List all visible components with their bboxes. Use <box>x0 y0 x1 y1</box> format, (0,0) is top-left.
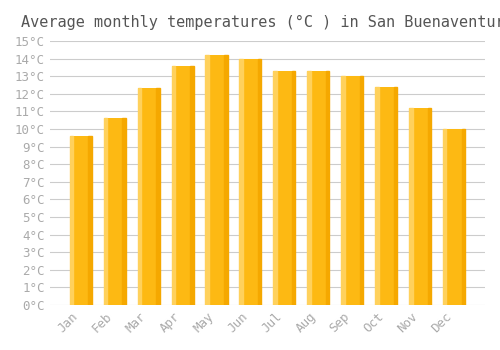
Bar <box>122 118 126 305</box>
Bar <box>342 76 344 305</box>
Bar <box>104 118 107 305</box>
Bar <box>443 129 465 305</box>
Bar <box>274 71 295 305</box>
Bar <box>138 89 160 305</box>
Bar <box>138 89 141 305</box>
Bar <box>224 55 228 305</box>
Bar <box>375 87 378 305</box>
Bar <box>190 65 194 305</box>
Bar <box>156 89 160 305</box>
Bar <box>409 108 412 305</box>
Bar <box>70 136 92 305</box>
Bar <box>70 136 73 305</box>
Bar <box>308 71 330 305</box>
Bar <box>326 71 330 305</box>
Title: Average monthly temperatures (°C ) in San Buenaventura: Average monthly temperatures (°C ) in Sa… <box>21 15 500 30</box>
Bar <box>342 76 363 305</box>
Bar <box>443 129 446 305</box>
Bar <box>308 71 310 305</box>
Bar <box>409 108 432 305</box>
Bar <box>88 136 92 305</box>
Bar <box>375 87 398 305</box>
Bar <box>172 65 175 305</box>
Bar <box>206 55 209 305</box>
Bar <box>428 108 432 305</box>
Bar <box>394 87 398 305</box>
Bar <box>104 118 126 305</box>
Bar <box>274 71 276 305</box>
Bar <box>172 65 194 305</box>
Bar <box>206 55 228 305</box>
Bar <box>462 129 465 305</box>
Bar <box>258 58 262 305</box>
Bar <box>240 58 262 305</box>
Bar <box>292 71 296 305</box>
Bar <box>360 76 364 305</box>
Bar <box>240 58 242 305</box>
